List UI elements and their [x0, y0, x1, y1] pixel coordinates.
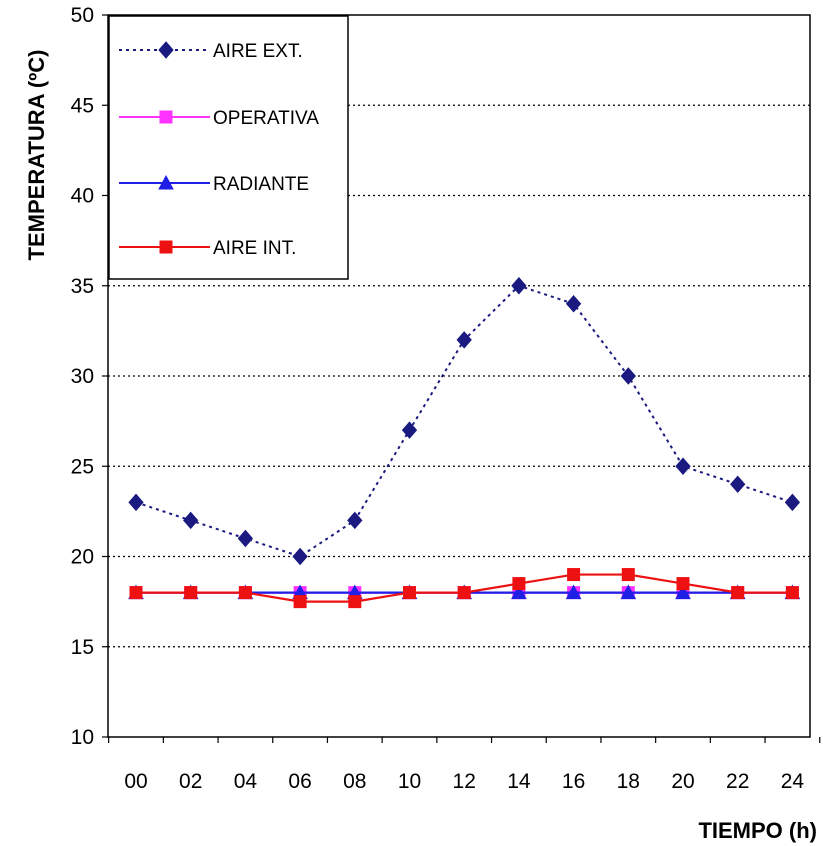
data-point — [785, 586, 799, 600]
x-tick-label-02: 02 — [179, 770, 202, 793]
data-point — [401, 421, 418, 439]
legend-swatch-marker — [158, 174, 174, 190]
x-tick-label-06: 06 — [288, 770, 311, 793]
x-tick-label-04: 04 — [234, 770, 258, 793]
series-line — [135, 284, 793, 558]
data-point — [620, 584, 637, 600]
x-tick-label-18: 18 — [617, 770, 640, 793]
data-point — [620, 367, 636, 385]
y-tick-label-10: 10 — [71, 726, 94, 749]
data-point — [565, 584, 582, 600]
legend-label: RADIANTE — [213, 174, 309, 195]
legend-label: OPERATIVA — [213, 108, 319, 129]
y-tick-label-25: 25 — [71, 455, 94, 478]
data-point — [183, 511, 199, 530]
y-tick-label-50: 50 — [71, 4, 94, 27]
data-point — [129, 586, 143, 600]
data-point — [238, 586, 252, 600]
x-tick-label-16: 16 — [562, 770, 585, 793]
data-point — [292, 547, 308, 566]
y-axis-label: TEMPERATURA (ºC) — [24, 50, 49, 261]
legend-swatch-marker — [159, 110, 173, 124]
data-point — [675, 457, 691, 476]
x-tick-label-20: 20 — [671, 770, 694, 793]
data-point — [676, 577, 690, 591]
y-tick-label-15: 15 — [71, 636, 94, 659]
legend: AIRE EXT. OPERATIVA RADIANTE AIRE INT. — [108, 15, 349, 280]
data-point — [512, 577, 526, 591]
series-0 — [128, 276, 801, 566]
legend-label: AIRE EXT. — [213, 41, 303, 62]
y-tick-label-20: 20 — [71, 546, 94, 569]
data-point — [184, 586, 198, 600]
data-point — [403, 586, 416, 600]
x-tick-label-08: 08 — [343, 770, 366, 793]
data-point — [348, 595, 362, 609]
legend-swatch-marker — [159, 240, 173, 254]
y-tick-label-35: 35 — [71, 275, 94, 298]
legend-label: AIRE INT. — [213, 238, 296, 259]
data-point — [675, 584, 691, 600]
series-3 — [129, 568, 799, 609]
data-point — [565, 295, 582, 313]
data-point — [237, 529, 254, 548]
x-tick-label-00: 00 — [124, 770, 147, 793]
x-axis-label: TIEMPO (h) — [698, 818, 817, 843]
data-point — [621, 568, 635, 582]
data-point — [347, 511, 363, 530]
data-point — [511, 584, 527, 600]
x-tick-label-12: 12 — [453, 770, 476, 793]
data-point — [457, 586, 471, 600]
y-tick-label-45: 45 — [71, 94, 94, 117]
x-tick-label-24: 24 — [781, 770, 805, 793]
legend-box — [108, 15, 349, 280]
data-point — [784, 493, 801, 512]
data-point — [456, 331, 472, 349]
data-point — [128, 493, 144, 512]
x-tick-label-14: 14 — [507, 770, 531, 793]
x-tick-label-10: 10 — [398, 770, 421, 793]
series-layer — [128, 276, 801, 609]
data-point — [567, 568, 581, 582]
x-axis: 00 02 04 06 08 10 12 14 16 18 20 22 24 — [108, 737, 821, 793]
data-point — [731, 586, 745, 600]
y-tick-label-30: 30 — [71, 365, 94, 388]
y-tick-label-40: 40 — [71, 185, 94, 208]
legend-swatch-marker — [158, 41, 174, 59]
data-point — [511, 276, 527, 295]
data-point — [293, 595, 307, 609]
y-axis: 10 15 20 25 30 35 40 45 50 — [71, 4, 108, 749]
data-point — [730, 475, 746, 494]
x-tick-label-22: 22 — [726, 770, 749, 793]
